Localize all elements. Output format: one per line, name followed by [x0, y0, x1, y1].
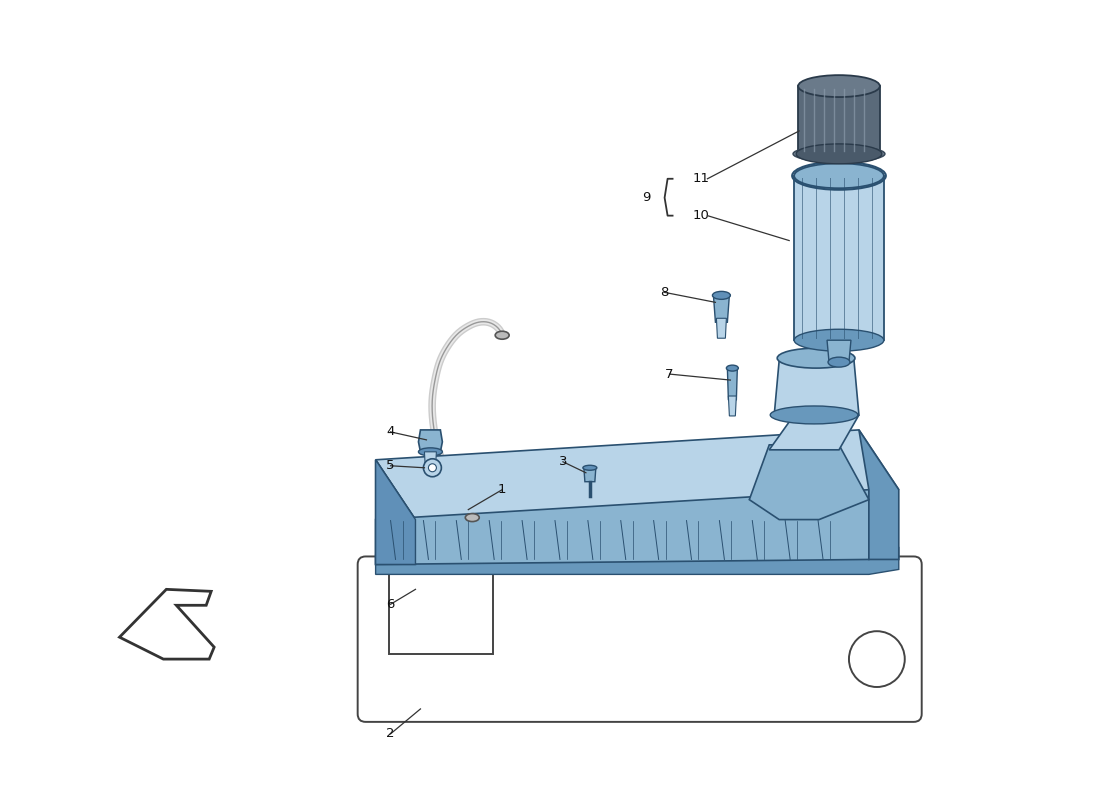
- Text: 8: 8: [660, 286, 669, 299]
- Polygon shape: [794, 176, 883, 340]
- Ellipse shape: [793, 146, 884, 162]
- Polygon shape: [728, 396, 736, 416]
- Ellipse shape: [778, 348, 855, 368]
- Ellipse shape: [713, 291, 730, 299]
- Ellipse shape: [796, 144, 882, 164]
- Polygon shape: [375, 490, 869, 565]
- Polygon shape: [774, 360, 859, 415]
- Ellipse shape: [770, 406, 858, 424]
- Text: 7: 7: [666, 367, 674, 381]
- Polygon shape: [769, 415, 859, 450]
- Ellipse shape: [726, 365, 738, 371]
- Text: 6: 6: [386, 598, 395, 610]
- Ellipse shape: [794, 330, 883, 351]
- Polygon shape: [727, 368, 737, 400]
- Text: 10: 10: [693, 209, 710, 222]
- Polygon shape: [425, 452, 437, 470]
- Ellipse shape: [794, 163, 883, 188]
- Ellipse shape: [418, 448, 442, 456]
- Ellipse shape: [495, 331, 509, 339]
- Polygon shape: [799, 86, 880, 154]
- Polygon shape: [375, 460, 416, 565]
- Polygon shape: [749, 445, 869, 519]
- Ellipse shape: [799, 75, 880, 97]
- Polygon shape: [418, 430, 442, 452]
- Polygon shape: [859, 430, 899, 559]
- Polygon shape: [120, 590, 214, 659]
- Circle shape: [424, 458, 441, 477]
- Polygon shape: [716, 318, 726, 338]
- Ellipse shape: [465, 514, 480, 522]
- Circle shape: [428, 464, 437, 472]
- Text: 11: 11: [693, 172, 710, 186]
- Polygon shape: [375, 430, 899, 519]
- Ellipse shape: [583, 466, 597, 470]
- Text: 9: 9: [642, 191, 651, 204]
- Ellipse shape: [828, 357, 850, 367]
- Polygon shape: [827, 340, 851, 362]
- Polygon shape: [375, 460, 416, 565]
- Polygon shape: [584, 468, 596, 482]
- Polygon shape: [375, 545, 899, 574]
- Text: 4: 4: [386, 426, 395, 438]
- Text: 1: 1: [498, 483, 506, 496]
- Text: 5: 5: [386, 459, 395, 472]
- Text: 3: 3: [559, 455, 568, 468]
- Polygon shape: [714, 295, 729, 322]
- Text: 2: 2: [386, 727, 395, 740]
